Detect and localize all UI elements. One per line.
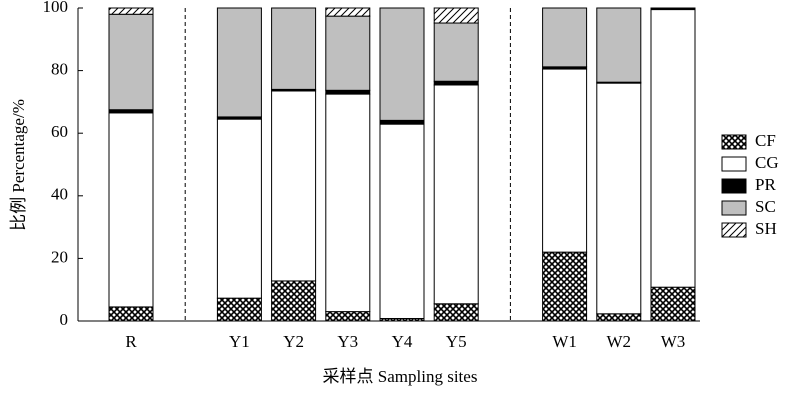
bar-segment [271, 280, 317, 322]
y-tick-label: 60 [51, 122, 68, 141]
legend-label: SC [755, 197, 776, 216]
legend-label: CF [755, 131, 776, 150]
x-tick-label: Y3 [337, 332, 358, 351]
x-tick-label: Y1 [229, 332, 250, 351]
bar-segment [325, 15, 371, 91]
bar-segment [433, 22, 479, 82]
bar-segment [433, 80, 479, 86]
bar-segment [596, 313, 642, 322]
legend-swatch [721, 134, 747, 150]
bar-segment [271, 90, 317, 282]
bar-segment [433, 303, 479, 322]
y-tick-label: 80 [51, 60, 68, 79]
bar-segment [596, 82, 642, 315]
y-axis-title: 比例 Percentage/% [9, 99, 28, 231]
bar-segment [542, 7, 588, 68]
x-tick-label: W1 [552, 332, 577, 351]
x-tick-label: W3 [661, 332, 686, 351]
legend-swatch [721, 222, 747, 238]
legend-swatch [721, 178, 747, 194]
bar-segment [271, 7, 317, 90]
legend-swatch [721, 156, 747, 172]
bar-segment [216, 297, 262, 322]
bar-segment [108, 306, 154, 322]
legend-swatch [721, 200, 747, 216]
bar-segment [542, 68, 588, 253]
bar-segment [325, 7, 371, 17]
bar-segment [650, 7, 696, 11]
y-tick-label: 40 [51, 185, 68, 204]
x-tick-label: Y4 [392, 332, 413, 351]
x-tick-label: Y2 [283, 332, 304, 351]
bar-segment [542, 251, 588, 322]
bar-segment [379, 7, 425, 121]
legend-label: PR [755, 175, 776, 194]
bar-segment [650, 286, 696, 322]
bar-segment [108, 7, 154, 15]
bar-segment [216, 7, 262, 118]
bar-segment [325, 311, 371, 322]
x-tick-label: R [125, 332, 137, 351]
x-tick-label: Y5 [446, 332, 467, 351]
bar-segment [433, 7, 479, 24]
bar-segment [379, 123, 425, 319]
bar-segment [216, 118, 262, 299]
bar-segment [596, 7, 642, 83]
y-tick-label: 20 [51, 247, 68, 266]
bar-segment [325, 93, 371, 313]
bar-segment [379, 119, 425, 125]
bar-segment [433, 84, 479, 305]
legend-label: SH [755, 219, 777, 238]
bar-segment [108, 13, 154, 111]
bar-segment [108, 112, 154, 308]
x-tick-label: W2 [607, 332, 632, 351]
x-axis-title: 采样点 Sampling sites [323, 367, 478, 386]
y-tick-label: 0 [60, 310, 69, 329]
y-tick-label: 100 [43, 0, 69, 16]
legend-label: CG [755, 153, 779, 172]
bar-segment [325, 89, 371, 95]
bar-segment [650, 9, 696, 288]
